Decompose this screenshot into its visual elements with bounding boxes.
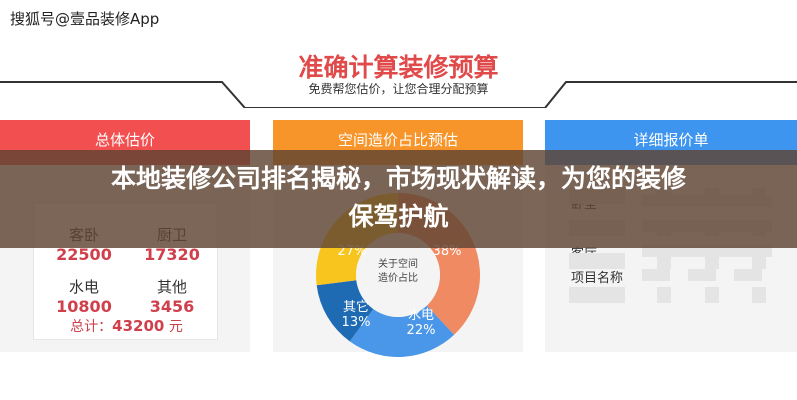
estimate-total: 总计：43200 元 bbox=[70, 317, 183, 335]
donut-slice bbox=[349, 305, 455, 358]
quote-row-label: 项目名称 bbox=[571, 271, 624, 286]
quote-placeholder bbox=[705, 287, 719, 303]
watermark: 搜狐号@壹品装修App bbox=[10, 10, 160, 28]
donut-hole bbox=[356, 233, 440, 317]
quote-placeholder bbox=[569, 253, 625, 269]
estimate-item: 水电 10800 bbox=[56, 278, 112, 316]
headline-overlay bbox=[0, 150, 797, 248]
estimate-item: 其他 3456 bbox=[149, 278, 195, 316]
donut-slice bbox=[316, 280, 374, 342]
banner-subtitle: 免费帮您估价，让您合理分配预算 bbox=[308, 82, 489, 96]
quote-placeholder bbox=[705, 253, 719, 269]
headline: 本地装修公司排名揭秘，市场现状解读，为您的装修 保驾护航 bbox=[110, 164, 686, 231]
slice-label: 其它 13% bbox=[341, 300, 371, 330]
quote-placeholder bbox=[657, 253, 671, 269]
banner-title: 准确计算装修预算 bbox=[298, 53, 499, 82]
quote-placeholder bbox=[569, 287, 625, 303]
banner-divider bbox=[0, 81, 797, 108]
quote-placeholder bbox=[752, 287, 766, 303]
donut-center-label: 关于空间 造价占比 bbox=[378, 259, 418, 284]
slice-label: 水电 22% bbox=[406, 308, 436, 338]
quote-placeholder bbox=[657, 287, 671, 303]
quote-placeholder bbox=[752, 253, 766, 269]
